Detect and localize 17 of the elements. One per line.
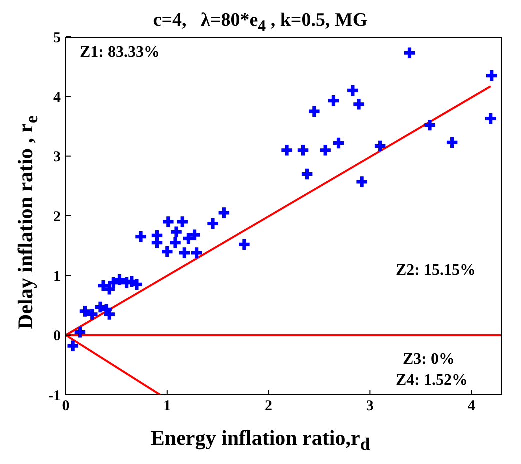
y-tick-label: 3 [54,150,61,166]
x-tick-label: 4 [468,398,476,415]
annotation: Z1: 83.33% [80,44,160,62]
y-tick-label: 4 [54,90,62,106]
y-tick-label: -1 [48,388,61,404]
y-tick-label: 1 [54,268,61,285]
annotation: Z3: 0% [403,351,455,369]
x-axis-title: Energy inflation ratio,r$_{d}$ [150,426,372,456]
y-tick-label: 0 [54,328,61,345]
x-tick-label: 3 [366,398,374,415]
y-tick-label: 5 [54,30,61,46]
annotation: Z2: 15.15% [396,262,476,280]
x-tick-label: 2 [265,398,273,415]
x-tick-label: 1 [164,398,172,415]
annotation: Z4: 1.52% [396,372,468,390]
chart-title: c=4, λ=80*e$_{4}$ , k=0.5, MG [153,10,368,35]
y-tick-label: 2 [54,209,61,226]
